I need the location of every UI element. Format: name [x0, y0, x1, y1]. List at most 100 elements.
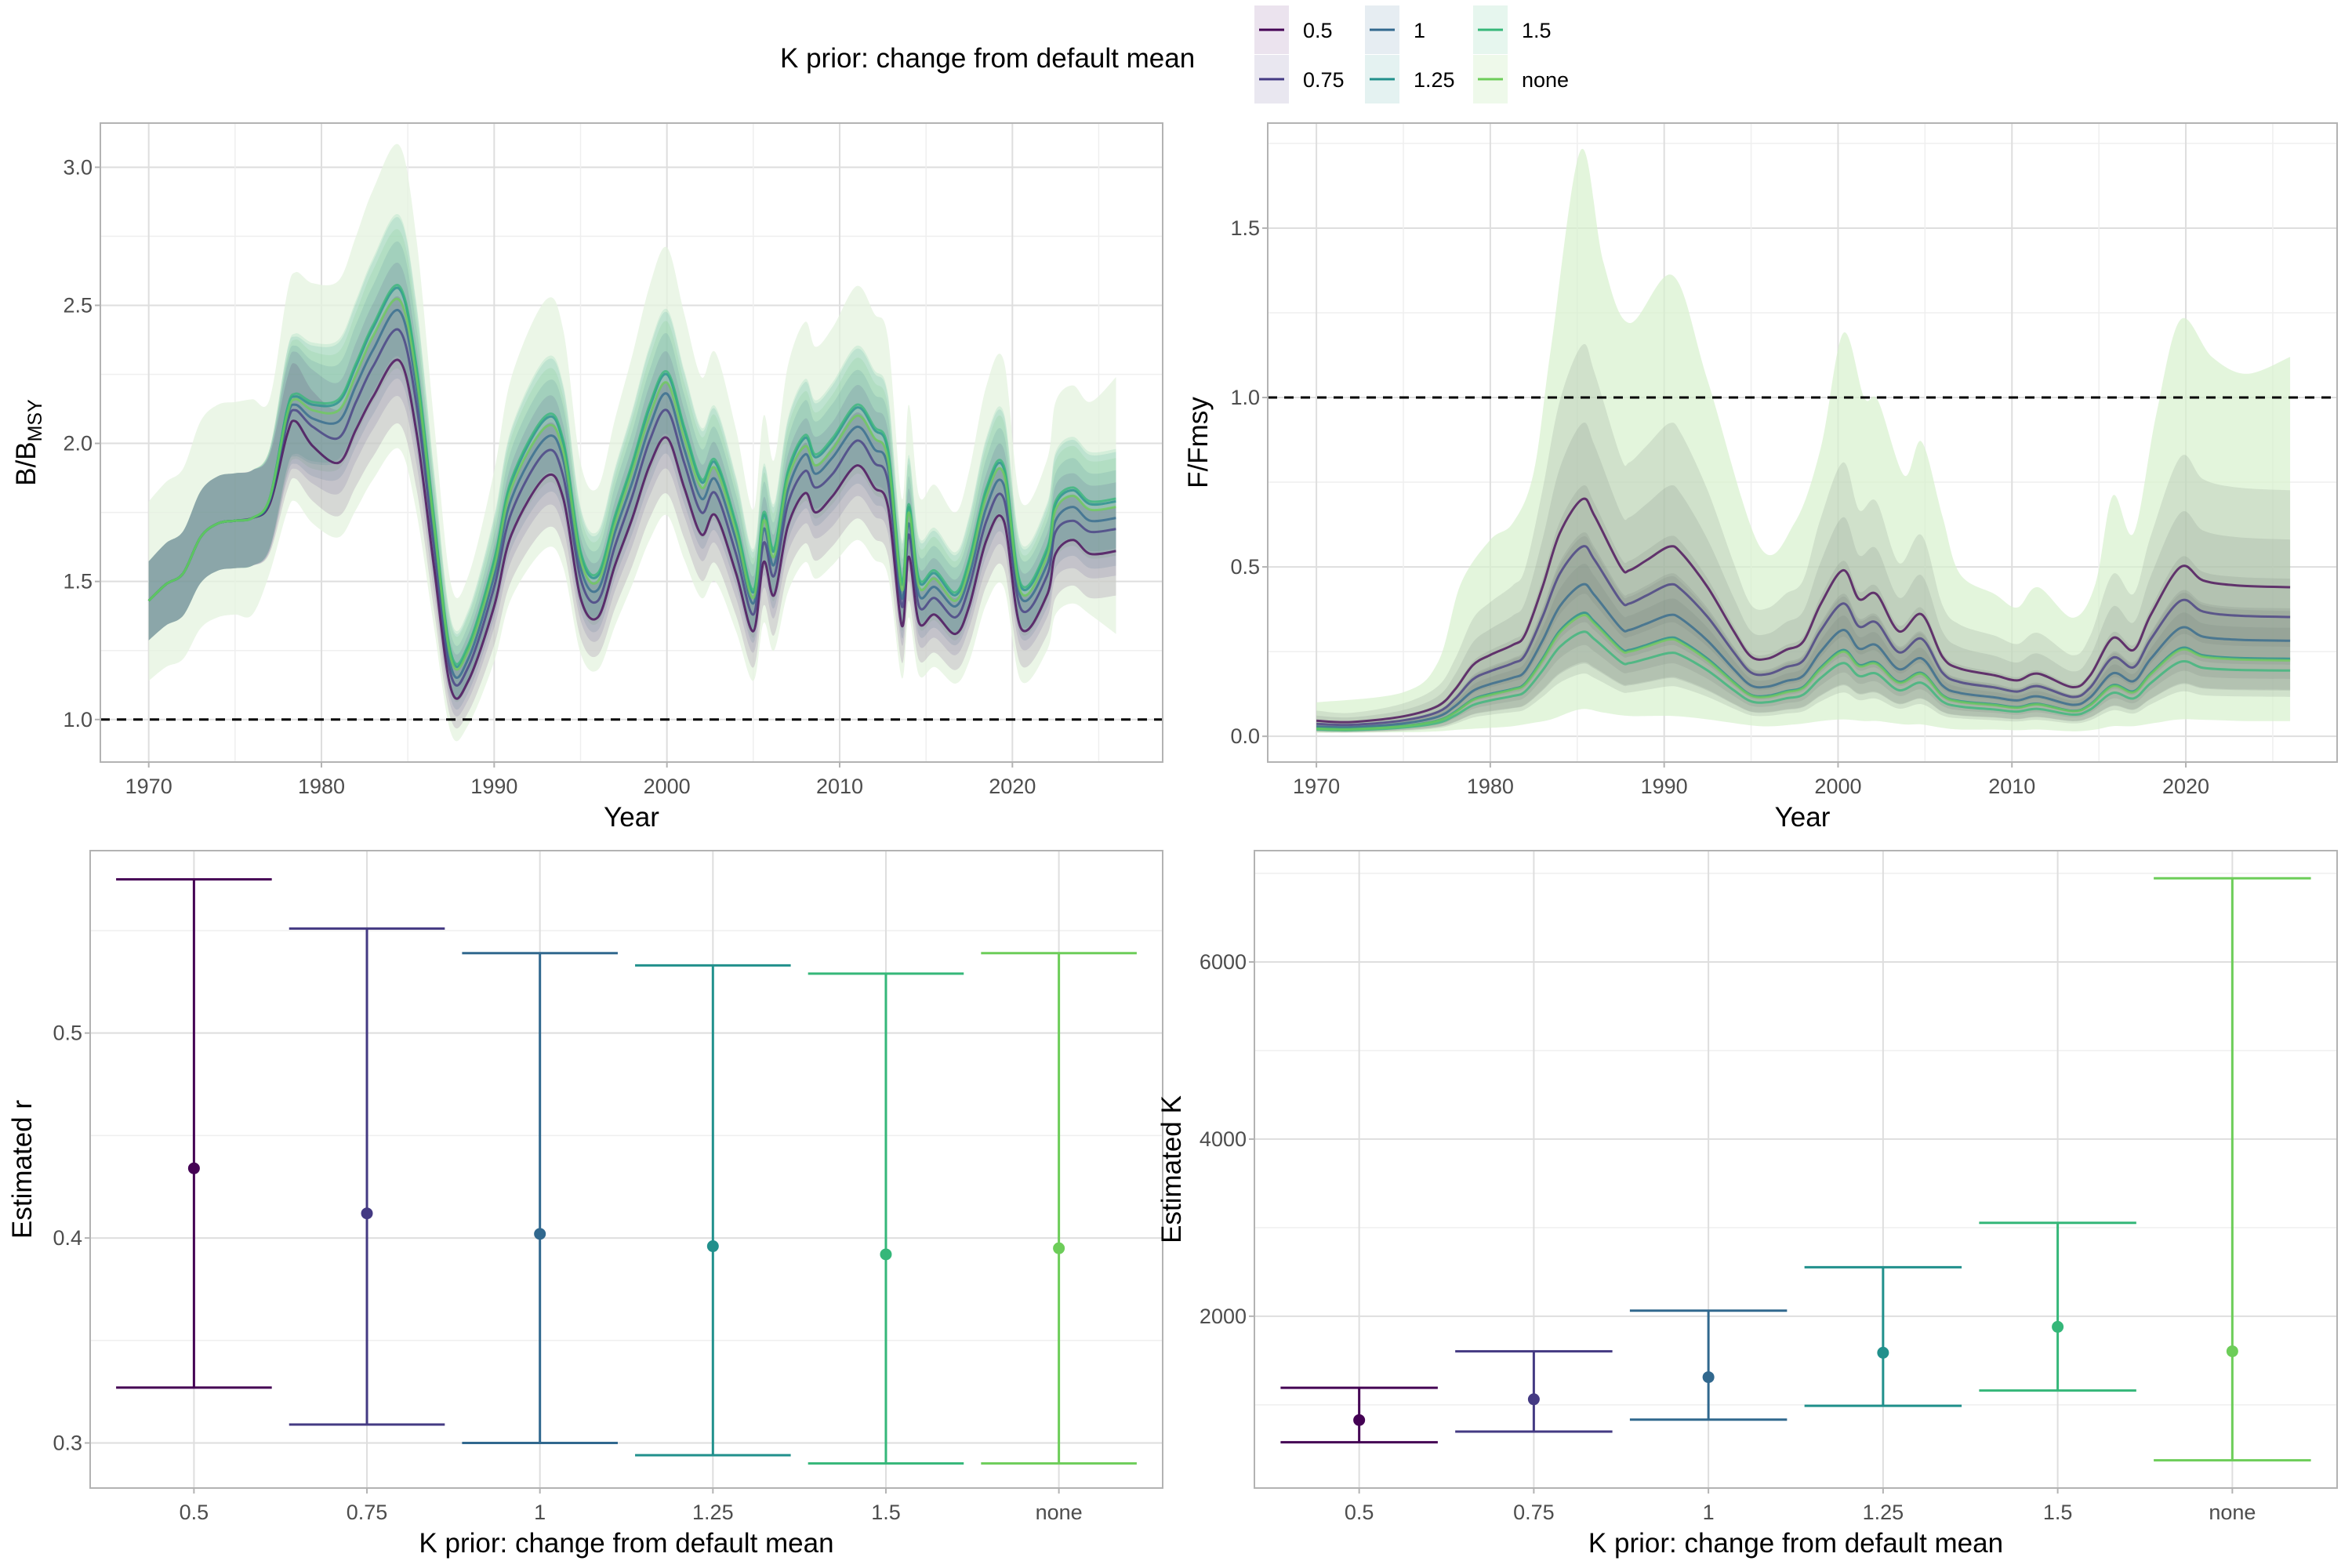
estimate-point [1702, 1371, 1715, 1384]
estimate-point [1353, 1414, 1366, 1426]
x-tick-label: 2000 [644, 775, 691, 798]
y-axis-title-subscript: MSY [24, 399, 46, 442]
x-tick-label: 0.5 [1345, 1501, 1374, 1524]
errorbar-0.75 [1455, 1350, 1613, 1433]
legend-label: none [1522, 68, 1569, 92]
legend: K prior: change from default mean 0.5 0.7… [780, 5, 1569, 103]
estimate-point [1053, 1242, 1065, 1254]
x-tick-label: 1.5 [871, 1501, 901, 1524]
plot-background [90, 851, 1163, 1488]
series-line-1.5 [147, 284, 1116, 666]
y-tick-label: 3.0 [63, 155, 93, 179]
ribbon-series-0.5 [148, 296, 1116, 729]
x-tick-label: 0.75 [347, 1501, 388, 1524]
series-line-1 [1316, 583, 2291, 729]
panel-border [1254, 850, 2338, 1489]
y-tick-label: 0.5 [1230, 555, 1260, 579]
x-tick-label: none [2209, 1501, 2256, 1524]
errorbar-0.75 [289, 927, 445, 1426]
series-line-0.5 [1316, 497, 2291, 724]
y-axis-title-main: F/Fmsy [1183, 397, 1214, 488]
panel-estimated-r: 0.5 0.75 1 1.25 1.5 none 0.3 0.4 0.5 K prior: cha… [7, 850, 1163, 1559]
series-line-0.75 [147, 328, 1116, 687]
x-tick-label: 1970 [125, 775, 172, 798]
x-tick-label: 2020 [989, 775, 1036, 798]
x-tick-label: 1.25 [692, 1501, 734, 1524]
estimate-point [2052, 1320, 2064, 1333]
errorbar-1 [1629, 1309, 1788, 1421]
series-line-none [147, 297, 1116, 671]
errorbar-0.5 [1280, 1386, 1438, 1444]
x-tick-label: 1990 [1641, 775, 1688, 798]
estimate-point [187, 1162, 200, 1174]
legend-label: 1.25 [1414, 68, 1455, 92]
legend-label: 1.5 [1522, 19, 1552, 42]
y-tick-label: 1.5 [63, 570, 93, 593]
series-line-0.5 [147, 358, 1116, 700]
y-axis-title: F/Fmsy [1183, 397, 1214, 488]
y-tick-label: 2.5 [63, 293, 93, 317]
x-tick-label: 1 [534, 1501, 546, 1524]
ribbon-series-1.25 [148, 216, 1116, 700]
estimate-point [2226, 1345, 2238, 1358]
errorbar-1.25 [1804, 1265, 1962, 1407]
y-tick-label: 1.5 [1230, 216, 1260, 240]
ribbon-series-0.75 [148, 263, 1116, 717]
panel-border [1267, 122, 2338, 763]
ribbon-series-none [1316, 535, 2291, 732]
legend-item-0.75: 0.75 [1254, 55, 1345, 103]
errorbar-1.5 [1979, 1221, 2136, 1392]
x-tick-label: 0.75 [1513, 1501, 1555, 1524]
y-axis-title: Estimated r [7, 1100, 38, 1239]
ribbon-series-1 [148, 241, 1116, 710]
x-tick-label: 2010 [816, 775, 863, 798]
errorbar-none [981, 952, 1137, 1465]
ribbon-series-0.75 [1316, 422, 2291, 730]
estimate-point [361, 1207, 373, 1220]
legend-item-0.5: 0.5 [1254, 5, 1333, 54]
estimate-point [706, 1240, 719, 1253]
x-axis-title: Year [1775, 802, 1831, 833]
y-tick-label: 2.0 [63, 432, 93, 456]
legend-item-1.25: 1.25 [1365, 55, 1455, 103]
y-tick-label: 0.4 [53, 1226, 82, 1250]
legend-item-1.5: 1.5 [1473, 5, 1552, 54]
y-axis-title: Estimated K [1156, 1095, 1187, 1243]
panel-border [89, 850, 1163, 1489]
x-tick-label: 1.25 [1863, 1501, 1904, 1524]
x-tick-label: 1990 [470, 775, 517, 798]
errorbar-0.5 [116, 878, 272, 1389]
errorbar-1 [462, 952, 618, 1444]
estimate-point [1877, 1346, 1889, 1359]
x-tick-label: none [1036, 1501, 1083, 1524]
legend-item-none: none [1473, 55, 1569, 103]
legend-label: 1 [1414, 19, 1425, 42]
y-axis-title-main: Estimated K [1156, 1095, 1187, 1243]
legend-label: 0.5 [1303, 19, 1333, 42]
y-axis-title-main: B/B [11, 441, 42, 485]
series-line-1.25 [147, 286, 1116, 669]
estimate-point [880, 1248, 892, 1261]
series-ribbons [148, 213, 1116, 729]
x-tick-label: 0.5 [180, 1501, 209, 1524]
panel-b-bmsy: 1970 1980 1990 2000 2010 2020 1.0 1.5 2.0 2.5 3.0 Y… [11, 122, 1163, 833]
interval-ribbon-envelope [1316, 148, 2291, 733]
legend-label: 0.75 [1303, 68, 1345, 92]
ribbon-series-1 [1316, 485, 2291, 731]
x-tick-label: 2020 [2162, 775, 2209, 798]
x-axis-title: K prior: change from default mean [419, 1528, 833, 1559]
errorbar-none [2154, 877, 2311, 1462]
x-tick-label: 1980 [1467, 775, 1514, 798]
y-tick-label: 1.0 [63, 708, 93, 731]
series-line-none [1316, 614, 2291, 731]
panel-border [100, 122, 1163, 763]
y-tick-label: 0.5 [53, 1022, 82, 1045]
panel-f-fmsy: 1970 1980 1990 2000 2010 2020 0.0 0.5 1.0 1.5 Year… [1183, 122, 2338, 833]
y-tick-label: 6000 [1200, 950, 1247, 974]
legend-title: K prior: change from default mean [780, 43, 1195, 74]
series-line-1 [147, 309, 1116, 679]
y-tick-label: 2000 [1200, 1305, 1247, 1328]
x-axis-title: K prior: change from default mean [1588, 1528, 2003, 1559]
errorbar-1.5 [808, 972, 964, 1465]
